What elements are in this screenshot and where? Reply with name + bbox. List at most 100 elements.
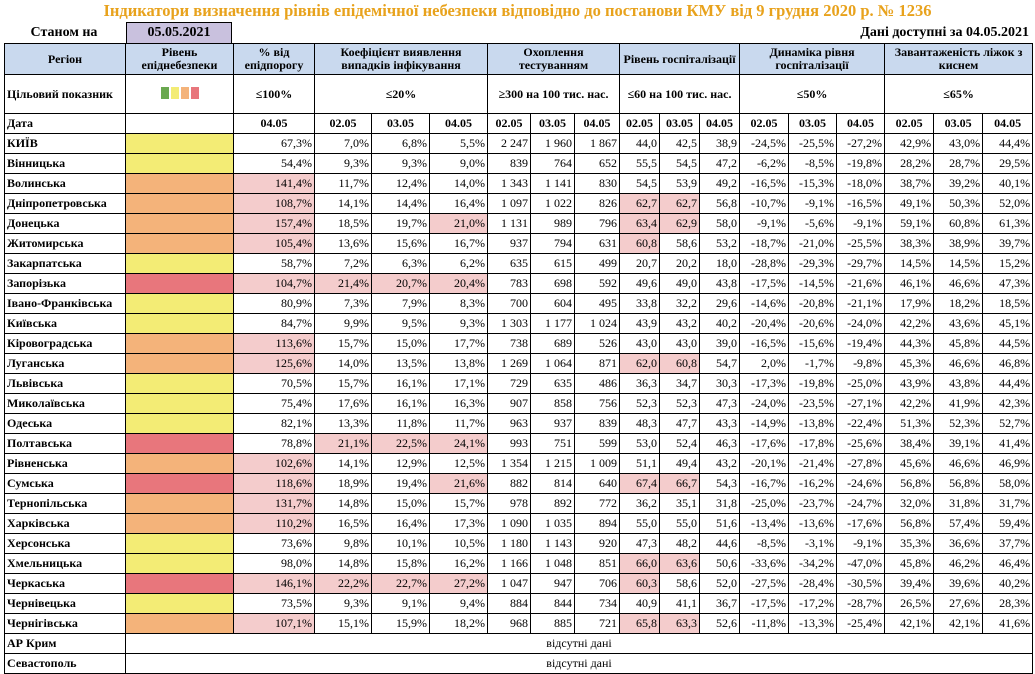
region-name: Київська [4, 313, 126, 334]
hosp-cell: 39,0 [699, 333, 741, 354]
testing-cell: 907 [487, 393, 532, 414]
testing-cell: 652 [574, 153, 621, 174]
level-swatch [160, 86, 169, 99]
table-row: Херсонська 73,6% 9,8% 10,1% 10,5% 1 180 1 143 9… [4, 533, 1034, 554]
beds-cell: 39,6% [933, 573, 984, 594]
hosp-cell: 54,5 [619, 173, 661, 194]
testing-cell: 706 [574, 573, 621, 594]
beds-cell: 60,8% [933, 213, 984, 234]
detect-cell: 19,7% [371, 213, 430, 234]
beds-cell: 46,6% [933, 453, 984, 474]
dyn-cell: -24,5% [739, 133, 790, 154]
beds-cell: 38,3% [884, 233, 935, 254]
dyn-cell: -16,5% [739, 173, 790, 194]
beds-cell: 56,8% [884, 513, 935, 534]
table-row: Тернопільська 131,7% 14,8% 15,0% 15,7% 978 892… [4, 493, 1034, 514]
region-name: Житомирська [4, 233, 126, 254]
dyn-cell: -9,1% [836, 213, 886, 234]
testing-cell: 1 131 [487, 213, 532, 234]
pct-cell: 118,6% [233, 473, 315, 494]
pct-cell: 54,4% [233, 153, 315, 174]
table-row: Запорізька 104,7% 21,4% 20,7% 20,4% 783 698 592… [4, 273, 1034, 294]
detect-cell: 12,5% [428, 453, 489, 474]
hosp-cell: 43,3 [699, 413, 741, 434]
detect-cell: 20,7% [371, 273, 430, 294]
dyn-cell: -24,7% [836, 493, 886, 514]
level-cell [125, 393, 234, 414]
testing-cell: 772 [574, 493, 621, 514]
region-name: КИЇВ [4, 133, 126, 154]
beds-cell: 44,5% [982, 333, 1034, 354]
table-row: Одеська 82,1% 13,3% 11,8% 11,7% 963 937 839 48,3… [4, 413, 1034, 434]
testing-cell: 1 960 [530, 133, 576, 154]
hosp-cell: 35,1 [659, 493, 701, 514]
date-pct: 04.05 [233, 113, 315, 134]
date-cell: 03.05 [530, 113, 576, 134]
detect-cell: 17,6% [314, 393, 372, 414]
pct-cell: 75,4% [233, 393, 315, 414]
dyn-cell: -13,3% [788, 613, 838, 634]
beds-cell: 36,6% [933, 533, 984, 554]
hosp-cell: 42,5 [659, 133, 701, 154]
detect-cell: 9,3% [314, 593, 372, 614]
beds-cell: 61,3% [982, 213, 1034, 234]
hosp-cell: 58,6 [659, 573, 701, 594]
dyn-cell: -24,6% [836, 473, 886, 494]
detect-cell: 14,0% [428, 173, 489, 194]
detect-cell: 16,1% [371, 393, 430, 414]
hosp-cell: 62,7 [619, 193, 661, 214]
hosp-cell: 67,4 [619, 473, 661, 494]
beds-cell: 41,6% [982, 613, 1034, 634]
beds-cell: 45,8% [884, 553, 935, 574]
dyn-cell: -47,0% [836, 553, 886, 574]
testing-cell: 689 [530, 333, 576, 354]
beds-cell: 42,9% [884, 133, 935, 154]
dyn-cell: -9,1% [836, 533, 886, 554]
detect-cell: 21,1% [314, 433, 372, 454]
testing-cell: 631 [574, 233, 621, 254]
table-row: Вінницька 54,4% 9,3% 9,3% 9,0% 839 764 652 55,5 5… [4, 153, 1034, 174]
testing-cell: 1 143 [530, 533, 576, 554]
hosp-cell: 33,8 [619, 293, 661, 314]
hosp-cell: 63,6 [659, 553, 701, 574]
hosp-cell: 47,2 [699, 153, 741, 174]
table-row: Київська 84,7% 9,9% 9,5% 9,3% 1 303 1 177 1 024… [4, 313, 1034, 334]
testing-cell: 839 [574, 413, 621, 434]
epidemic-indicators-table: Регіон Рівень епіднебезпеки % від епідпо… [4, 43, 1034, 674]
detect-cell: 9,3% [428, 313, 489, 334]
testing-cell: 729 [487, 373, 532, 394]
hosp-cell: 54,7 [699, 353, 741, 374]
detect-cell: 16,7% [428, 233, 489, 254]
hosp-cell: 48,2 [659, 533, 701, 554]
level-cell [125, 433, 234, 454]
col-header-testing: Охоплення тестуванням [487, 43, 621, 75]
dyn-cell: -24,0% [739, 393, 790, 414]
beds-cell: 43,9% [884, 373, 935, 394]
hosp-cell: 66,7 [659, 473, 701, 494]
beds-cell: 45,6% [884, 453, 935, 474]
dyn-cell: -25,5% [788, 133, 838, 154]
detect-cell: 9,9% [314, 313, 372, 334]
dyn-cell: -6,2% [739, 153, 790, 174]
region-name: Чернівецька [4, 593, 126, 614]
dyn-cell: -17,6% [836, 513, 886, 534]
beds-cell: 32,0% [884, 493, 935, 514]
level-cell [125, 173, 234, 194]
dyn-cell: -16,2% [788, 473, 838, 494]
level-cell [125, 293, 234, 314]
target-detect: ≤20% [313, 74, 489, 114]
level-cell [125, 313, 234, 334]
beds-cell: 42,1% [933, 613, 984, 634]
testing-cell: 826 [574, 193, 621, 214]
pct-cell: 98,0% [233, 553, 315, 574]
level-cell [125, 493, 234, 514]
testing-cell: 1 090 [487, 513, 532, 534]
detect-cell: 24,1% [428, 433, 489, 454]
testing-cell: 764 [530, 153, 576, 174]
testing-cell: 844 [530, 593, 576, 614]
hosp-cell: 44,6 [699, 533, 741, 554]
testing-cell: 814 [530, 473, 576, 494]
detect-cell: 27,2% [428, 573, 489, 594]
detect-cell: 14,0% [314, 353, 372, 374]
dyn-cell: -21,0% [788, 233, 838, 254]
